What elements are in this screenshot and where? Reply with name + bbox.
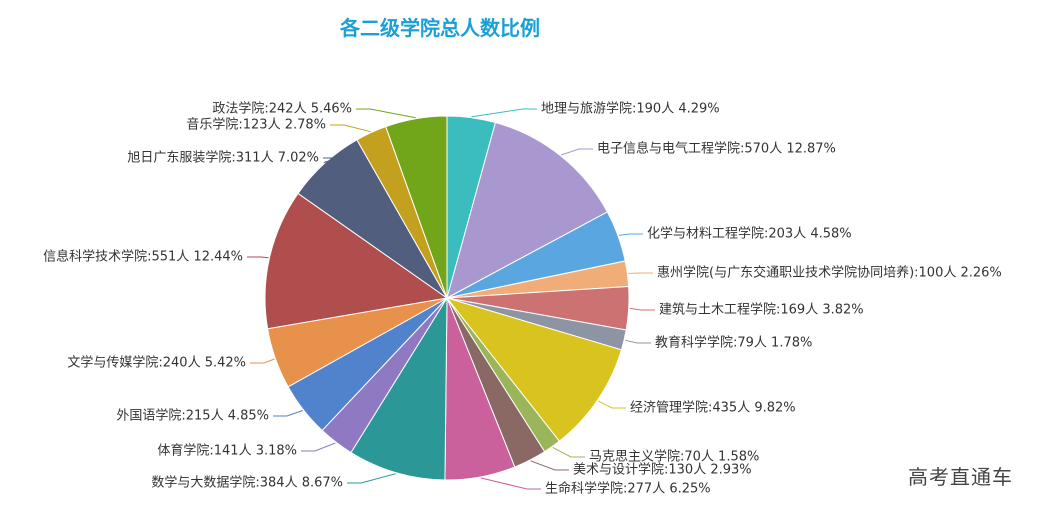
leader-line [552, 446, 585, 458]
leader-line [629, 307, 655, 311]
leader-line [471, 108, 537, 118]
leader-line [598, 400, 626, 409]
leader-line [330, 124, 371, 133]
leader-line [628, 272, 653, 274]
slice-label: 政法学院:242人 5.46% [212, 101, 352, 117]
leader-line [618, 233, 643, 236]
pie-slice[interactable] [350, 296, 448, 481]
slice-label: 体育学院:141人 3.18% [157, 443, 297, 459]
leader-line [273, 410, 303, 417]
leader-line [323, 157, 338, 164]
slice-label: 旭日广东服装学院:311人 7.02% [127, 150, 319, 166]
leader-line [530, 460, 569, 471]
leader-line [480, 477, 541, 490]
slice-label: 教育科学学院:79人 1.78% [655, 335, 812, 351]
leader-line [250, 358, 275, 364]
pie-slice[interactable] [445, 297, 623, 442]
slice-label: 音乐学院:123人 2.78% [186, 117, 326, 133]
slice-label: 外国语学院:215人 4.85% [116, 408, 269, 424]
slice-label: 美术与设计学院:130人 2.93% [573, 462, 752, 478]
slice-label: 生命科学学院:277人 6.25% [545, 481, 711, 497]
chart-title: 各二级学院总人数比例 [340, 16, 540, 40]
leader-line [561, 148, 593, 156]
leader-line [356, 108, 416, 119]
leader-line [247, 256, 269, 259]
slice-label: 马克思主义学院:70人 1.58% [589, 449, 759, 465]
slice-label: 建筑与土木工程学院:169人 3.82% [659, 302, 864, 318]
slice-label: 文学与传媒学院:240人 5.42% [67, 355, 246, 371]
leader-line [347, 473, 396, 484]
pie-slice[interactable] [264, 192, 449, 330]
slice-label: 经济管理学院:435人 9.82% [630, 400, 796, 416]
slice-label: 地理与旅游学院:190人 4.29% [541, 101, 720, 117]
leader-line [301, 442, 336, 452]
watermark-text: 高考直通车 [908, 465, 1013, 489]
slice-label: 惠州学院(与广东交通职业技术学院协同培养):100人 2.26% [657, 265, 1002, 281]
slice-label: 数学与大数据学院:384人 8.67% [151, 475, 343, 491]
slice-label: 化学与材料工程学院:203人 4.58% [647, 226, 852, 242]
slice-label: 电子信息与电气工程学院:570人 12.87% [597, 141, 836, 157]
pie-slice[interactable] [446, 121, 609, 299]
leader-line [624, 339, 651, 344]
slice-label: 信息科学技术学院:551人 12.44% [43, 249, 243, 265]
pie-slice[interactable] [385, 115, 448, 299]
